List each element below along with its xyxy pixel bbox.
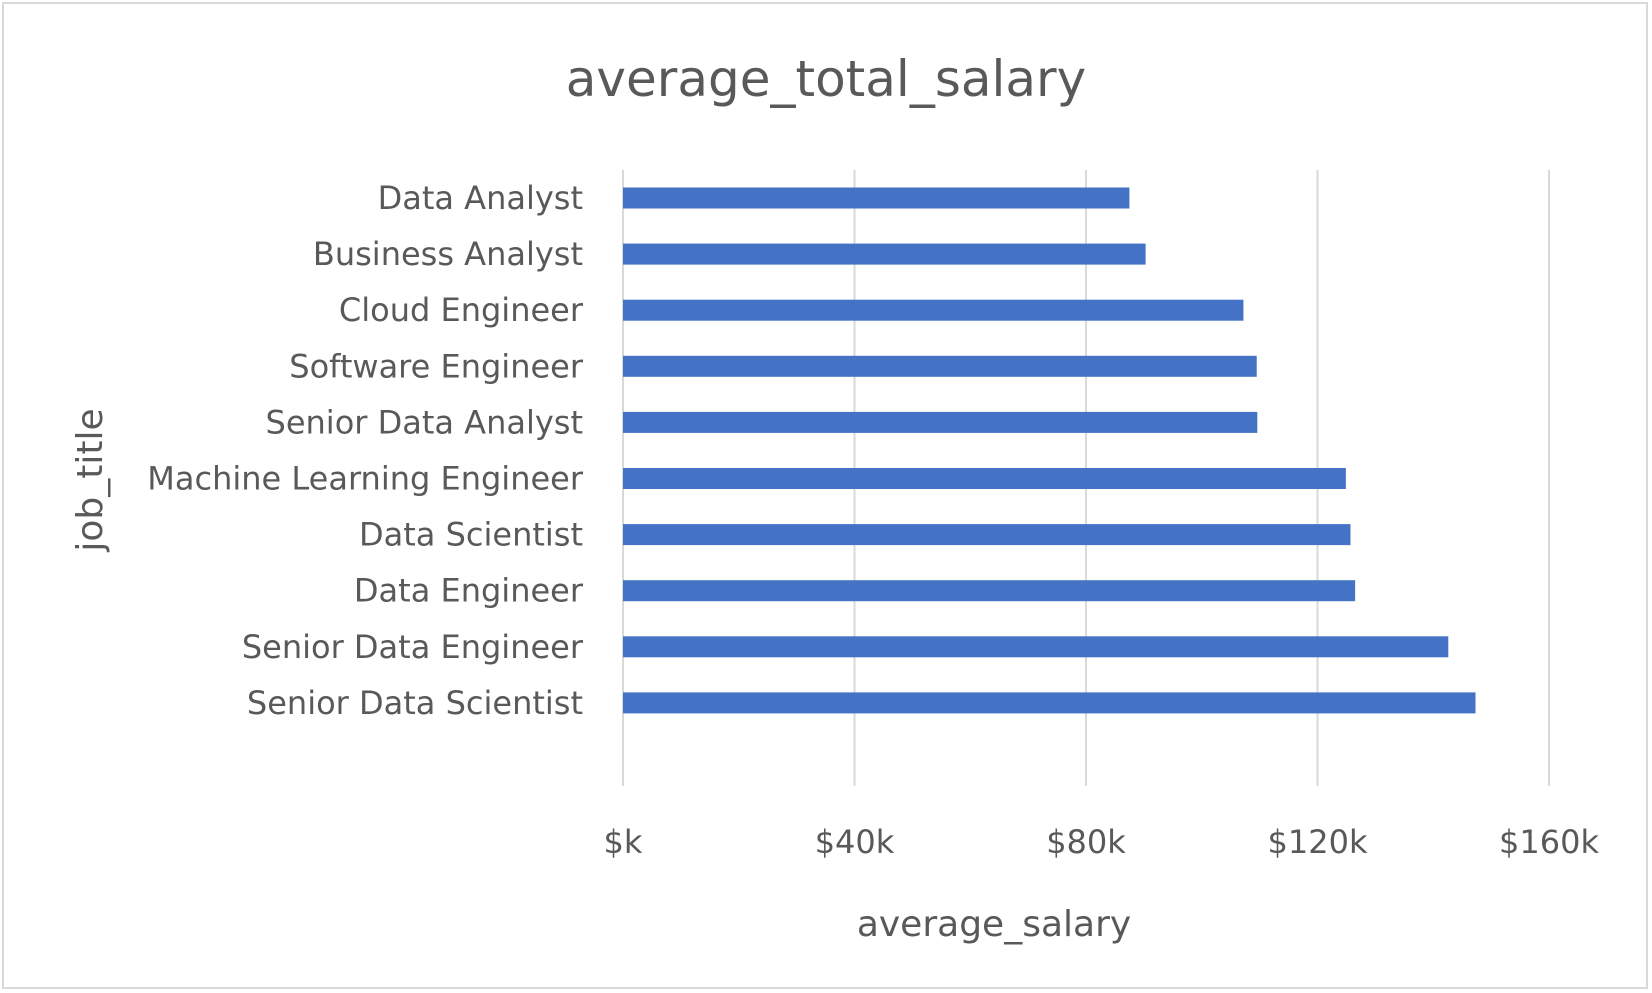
y-tick-label: Machine Learning Engineer bbox=[147, 460, 584, 498]
y-tick-label: Senior Data Engineer bbox=[242, 628, 584, 666]
bar bbox=[623, 299, 1244, 321]
y-tick-label: Senior Data Scientist bbox=[247, 684, 583, 722]
y-tick-label: Cloud Engineer bbox=[339, 291, 584, 329]
x-tick-labels: $k $40k $80k $120k $160k bbox=[604, 823, 1600, 861]
y-tick-labels: Data Analyst Business Analyst Cloud Engine… bbox=[147, 179, 584, 722]
bar bbox=[623, 243, 1146, 265]
x-tick-label: $40k bbox=[815, 823, 895, 861]
y-tick-label: Data Analyst bbox=[378, 179, 583, 217]
bar bbox=[623, 636, 1449, 658]
y-tick-label: Data Scientist bbox=[359, 516, 583, 554]
bars bbox=[623, 187, 1476, 714]
y-axis-title: job_title bbox=[70, 408, 111, 552]
bar bbox=[623, 187, 1130, 209]
x-axis-title: average_salary bbox=[857, 904, 1131, 945]
y-tick-label: Data Engineer bbox=[354, 572, 584, 610]
x-tick-label: $k bbox=[604, 823, 643, 861]
y-tick-label: Senior Data Analyst bbox=[266, 403, 583, 441]
bar bbox=[623, 411, 1258, 433]
x-tick-label: $160k bbox=[1499, 823, 1599, 861]
bar bbox=[623, 692, 1476, 714]
x-tick-label: $120k bbox=[1268, 823, 1368, 861]
y-tick-label: Software Engineer bbox=[289, 347, 584, 385]
bar bbox=[623, 524, 1351, 546]
y-tick-label: Business Analyst bbox=[313, 235, 583, 273]
x-tick-label: $80k bbox=[1046, 823, 1126, 861]
chart-title: average_total_salary bbox=[566, 50, 1086, 108]
bar bbox=[623, 580, 1356, 602]
bar bbox=[623, 468, 1346, 489]
bar bbox=[623, 355, 1257, 377]
